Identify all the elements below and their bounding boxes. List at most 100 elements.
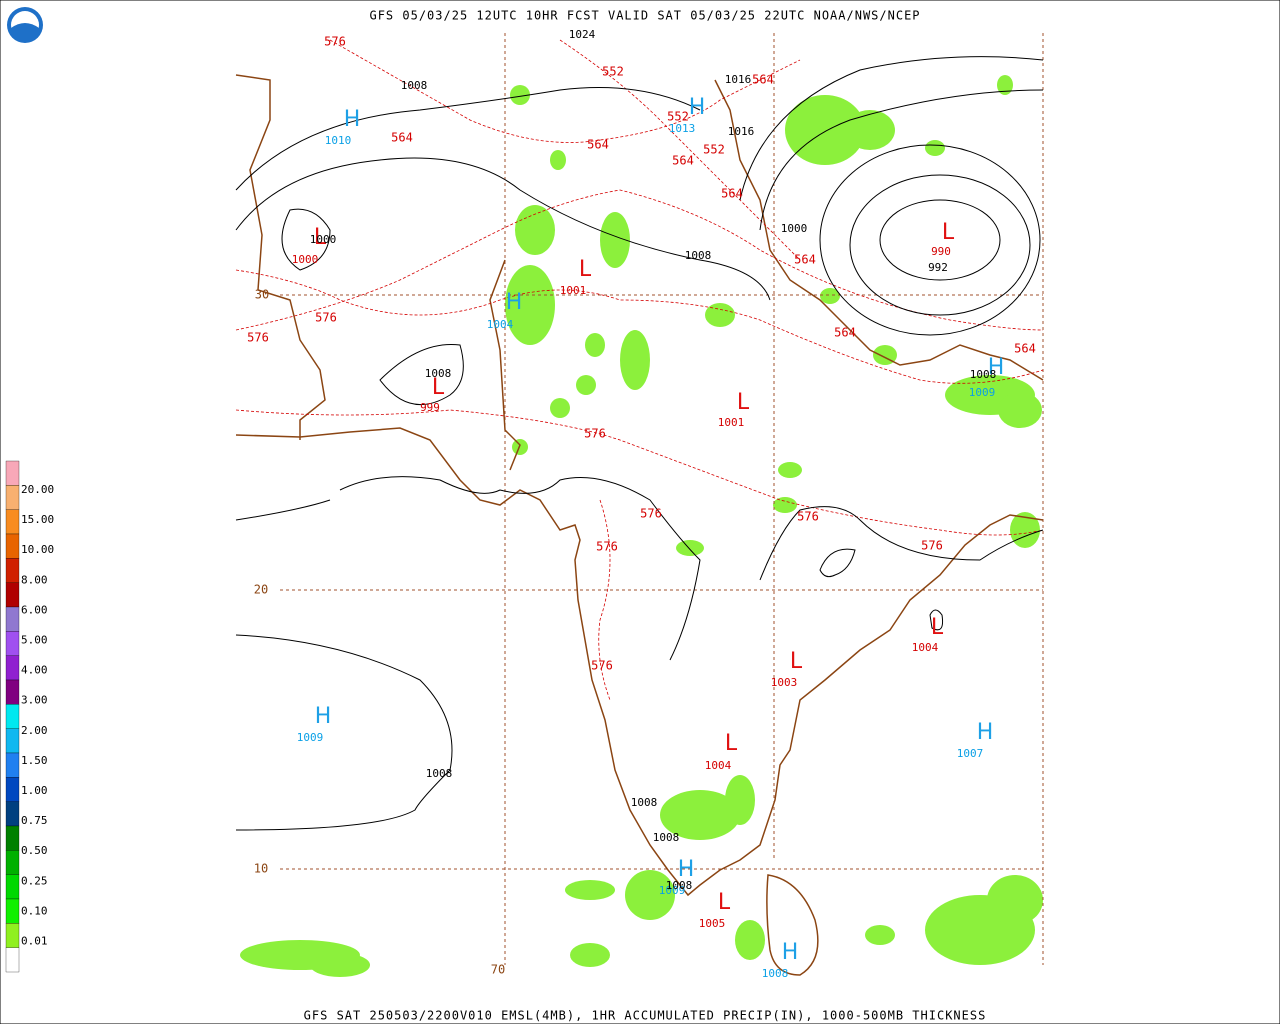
legend-swatch [5, 874, 20, 900]
legend-label: 8.00 [21, 573, 48, 586]
thickness-label: 576 [797, 510, 819, 524]
legend-label: 6.00 [21, 603, 48, 616]
thickness-label: 576 [591, 659, 613, 673]
footer-caption: GFS SAT 250503/2200V010 EMSL(4MB), 1HR A… [304, 1009, 987, 1023]
isobar-label: 1016 [728, 125, 755, 138]
legend-label: 2.00 [21, 724, 48, 737]
isobar-label: 992 [928, 261, 948, 274]
pressure-symbol: L [718, 890, 731, 915]
thickness-contours [235, 39, 1044, 701]
isobars [235, 56, 1044, 831]
header-title: GFS 05/03/25 12UTC 10HR FCST VALID SAT 0… [369, 9, 920, 23]
legend-label: 0.50 [21, 844, 48, 857]
pressure-symbol: L [432, 375, 445, 400]
thickness-label: 564 [752, 73, 774, 87]
legend-label: 10.00 [21, 543, 54, 556]
pressure-symbol: L [931, 615, 944, 640]
grid-label: 20 [254, 583, 268, 597]
isobar-label: 1024 [569, 28, 596, 41]
map: 30201070H1010H1013L1000L990L1001H1004L99… [235, 28, 1044, 980]
pressure-value: 1001 [560, 284, 587, 297]
legend-swatch [5, 533, 20, 559]
legend-swatch [5, 923, 20, 948]
thickness-label: 552 [667, 110, 689, 124]
legend-label: 0.10 [21, 904, 48, 917]
thickness-label: 564 [794, 253, 816, 267]
legend-swatch [5, 655, 20, 681]
legend-swatch [5, 460, 20, 486]
thickness-label: 576 [324, 35, 346, 49]
legend-swatch [5, 582, 20, 608]
pressure-symbol: H [344, 107, 361, 132]
legend-swatch [5, 509, 20, 535]
isobar-label: 1008 [425, 367, 452, 380]
pressure-value: 990 [931, 245, 951, 258]
pressure-symbol: H [988, 355, 1005, 380]
isobar-label: 1008 [653, 831, 680, 844]
thickness-label: 564 [721, 187, 743, 201]
thickness-label: 564 [672, 154, 694, 168]
legend-label: 4.00 [21, 664, 48, 677]
pressure-value: 1004 [705, 759, 732, 772]
thickness-label: 576 [596, 540, 618, 554]
legend-swatch [5, 947, 20, 973]
pressure-symbol: H [678, 857, 695, 882]
legend-swatch [5, 558, 20, 583]
pressure-value: 1013 [669, 122, 696, 135]
pressure-symbol: H [782, 940, 799, 965]
isobar-label: 1008 [685, 249, 712, 262]
grid-label: 70 [491, 963, 505, 977]
pressure-symbol: H [977, 720, 994, 745]
pressure-symbol: L [579, 257, 592, 282]
thickness-label: 576 [584, 427, 606, 441]
thickness-label: 576 [315, 311, 337, 325]
isobar-label: 1008 [666, 879, 693, 892]
pressure-value: 1005 [699, 917, 726, 930]
thickness-label: 564 [1014, 342, 1036, 356]
noaa-logo [7, 7, 43, 43]
legend-swatch [5, 485, 20, 510]
legend-label: 1.00 [21, 784, 48, 797]
legend-label: 1.50 [21, 754, 48, 767]
legend-label: 0.01 [21, 935, 48, 948]
pressure-symbol: L [314, 225, 327, 250]
pressure-value: 1009 [659, 884, 686, 897]
precip-legend: 20.00 15.00 10.00 8.00 6.00 5.00 4.00 3.00 2.00 1… [5, 460, 54, 973]
pressure-symbol: H [506, 290, 523, 315]
grid-label: 30 [255, 288, 269, 302]
isobar-label: 1008 [970, 368, 997, 381]
legend-swatch [5, 777, 20, 802]
map-labels: 30201070H1010H1013L1000L990L1001H1004L99… [247, 28, 1036, 980]
thickness-label: 564 [834, 326, 856, 340]
legend-label: 20.00 [21, 483, 54, 496]
legend-label: 0.75 [21, 814, 48, 827]
legend-swatch [5, 679, 20, 705]
thickness-label: 552 [703, 143, 725, 157]
legend-swatch [5, 728, 20, 754]
thickness-label: 576 [640, 507, 662, 521]
legend-label: 15.00 [21, 513, 54, 526]
isobar-label: 1008 [401, 79, 428, 92]
coastlines [235, 74, 1044, 976]
thickness-label: 564 [587, 138, 609, 152]
pressure-symbol: L [737, 390, 750, 415]
pressure-value: 1007 [957, 747, 984, 760]
pressure-value: 1000 [292, 253, 319, 266]
pressure-value: 999 [420, 401, 440, 414]
pressure-value: 1008 [762, 967, 789, 980]
grid-lines [280, 33, 1044, 965]
legend-swatch [5, 825, 20, 851]
grid-label: 10 [254, 862, 268, 876]
thickness-label: 576 [247, 331, 269, 345]
isobar-label: 1000 [781, 222, 808, 235]
legend-label: 0.25 [21, 874, 48, 887]
legend-swatch [5, 752, 20, 778]
pressure-value: 1010 [325, 134, 352, 147]
legend-swatch [5, 850, 20, 875]
pressure-value: 1009 [969, 386, 996, 399]
pressure-value: 1009 [297, 731, 324, 744]
isobar-label: 1016 [725, 73, 752, 86]
legend-swatch [5, 898, 20, 924]
